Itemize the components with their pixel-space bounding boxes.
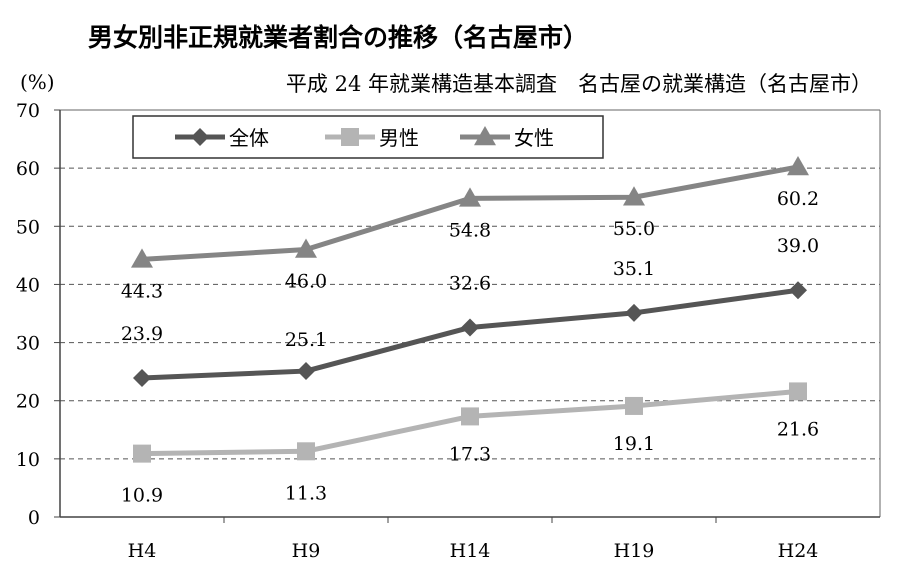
- data-label-全体-H14: 32.6: [449, 272, 491, 294]
- data-label-男性-H14: 17.3: [449, 443, 491, 465]
- data-label-女性-H4: 44.3: [121, 280, 163, 302]
- data-point-男性-H14: [461, 407, 479, 426]
- x-tick-label-H19: H19: [614, 540, 655, 562]
- y-tick-label-50: 50: [16, 216, 40, 238]
- data-point-女性-H4: [131, 248, 153, 268]
- data-point-全体-H24: [789, 281, 807, 300]
- legend-label-男性: 男性: [379, 126, 419, 150]
- y-tick-label-40: 40: [16, 274, 40, 296]
- data-point-全体-H19: [625, 303, 643, 322]
- data-label-女性-H9: 46.0: [285, 271, 327, 293]
- y-tick-label-20: 20: [16, 391, 40, 413]
- y-tick-label-60: 60: [16, 158, 40, 180]
- x-tick-label-H14: H14: [450, 540, 491, 562]
- data-label-全体-H19: 35.1: [613, 258, 655, 280]
- data-label-男性-H19: 19.1: [613, 433, 655, 455]
- chart-title: 男女別非正規就業者割合の推移（名古屋市）: [88, 23, 589, 52]
- data-point-女性-H19: [623, 186, 645, 206]
- data-point-男性-H24: [789, 382, 807, 401]
- data-point-女性-H9: [295, 238, 317, 258]
- data-point-男性-H4: [133, 444, 151, 463]
- x-tick-label-H24: H24: [778, 540, 819, 562]
- legend: 全体 男性 女性: [132, 115, 604, 159]
- y-tick-label-0: 0: [28, 507, 40, 529]
- x-tick-label-H9: H9: [292, 540, 321, 562]
- legend-marker-男性: [341, 128, 359, 146]
- data-point-女性-H14: [459, 187, 481, 207]
- legend-marker-全体: [191, 128, 209, 146]
- legend-marker-女性: [474, 126, 496, 146]
- y-tick-label-10: 10: [16, 449, 40, 471]
- legend-label-全体: 全体: [229, 126, 269, 150]
- x-tick-label-H4: H4: [128, 540, 157, 562]
- chart-subtitle: 平成 24 年就業構造基本調査 名古屋の就業構造（名古屋市）: [285, 72, 872, 96]
- data-label-男性-H24: 21.6: [777, 418, 819, 440]
- data-label-女性-H24: 60.2: [777, 188, 819, 210]
- y-tick-label-30: 30: [16, 333, 40, 355]
- data-point-全体-H4: [133, 369, 151, 388]
- data-label-全体-H4: 23.9: [121, 323, 163, 345]
- data-label-男性-H9: 11.3: [285, 482, 327, 504]
- data-point-男性-H9: [297, 442, 315, 461]
- data-label-全体-H9: 25.1: [285, 329, 327, 351]
- y-axis-unit-label: (%): [20, 70, 55, 94]
- y-tick-label-70: 70: [16, 100, 40, 122]
- data-point-女性-H24: [787, 155, 809, 176]
- data-label-男性-H4: 10.9: [121, 485, 163, 507]
- data-label-女性-H19: 55.0: [613, 218, 655, 240]
- data-point-男性-H19: [625, 396, 643, 415]
- series-line-女性: [141, 164, 799, 262]
- data-point-全体-H14: [461, 318, 479, 337]
- data-label-女性-H14: 54.8: [449, 219, 491, 241]
- legend-label-女性: 女性: [514, 126, 554, 150]
- data-point-全体-H9: [297, 362, 315, 381]
- data-label-全体-H24: 39.0: [777, 235, 819, 257]
